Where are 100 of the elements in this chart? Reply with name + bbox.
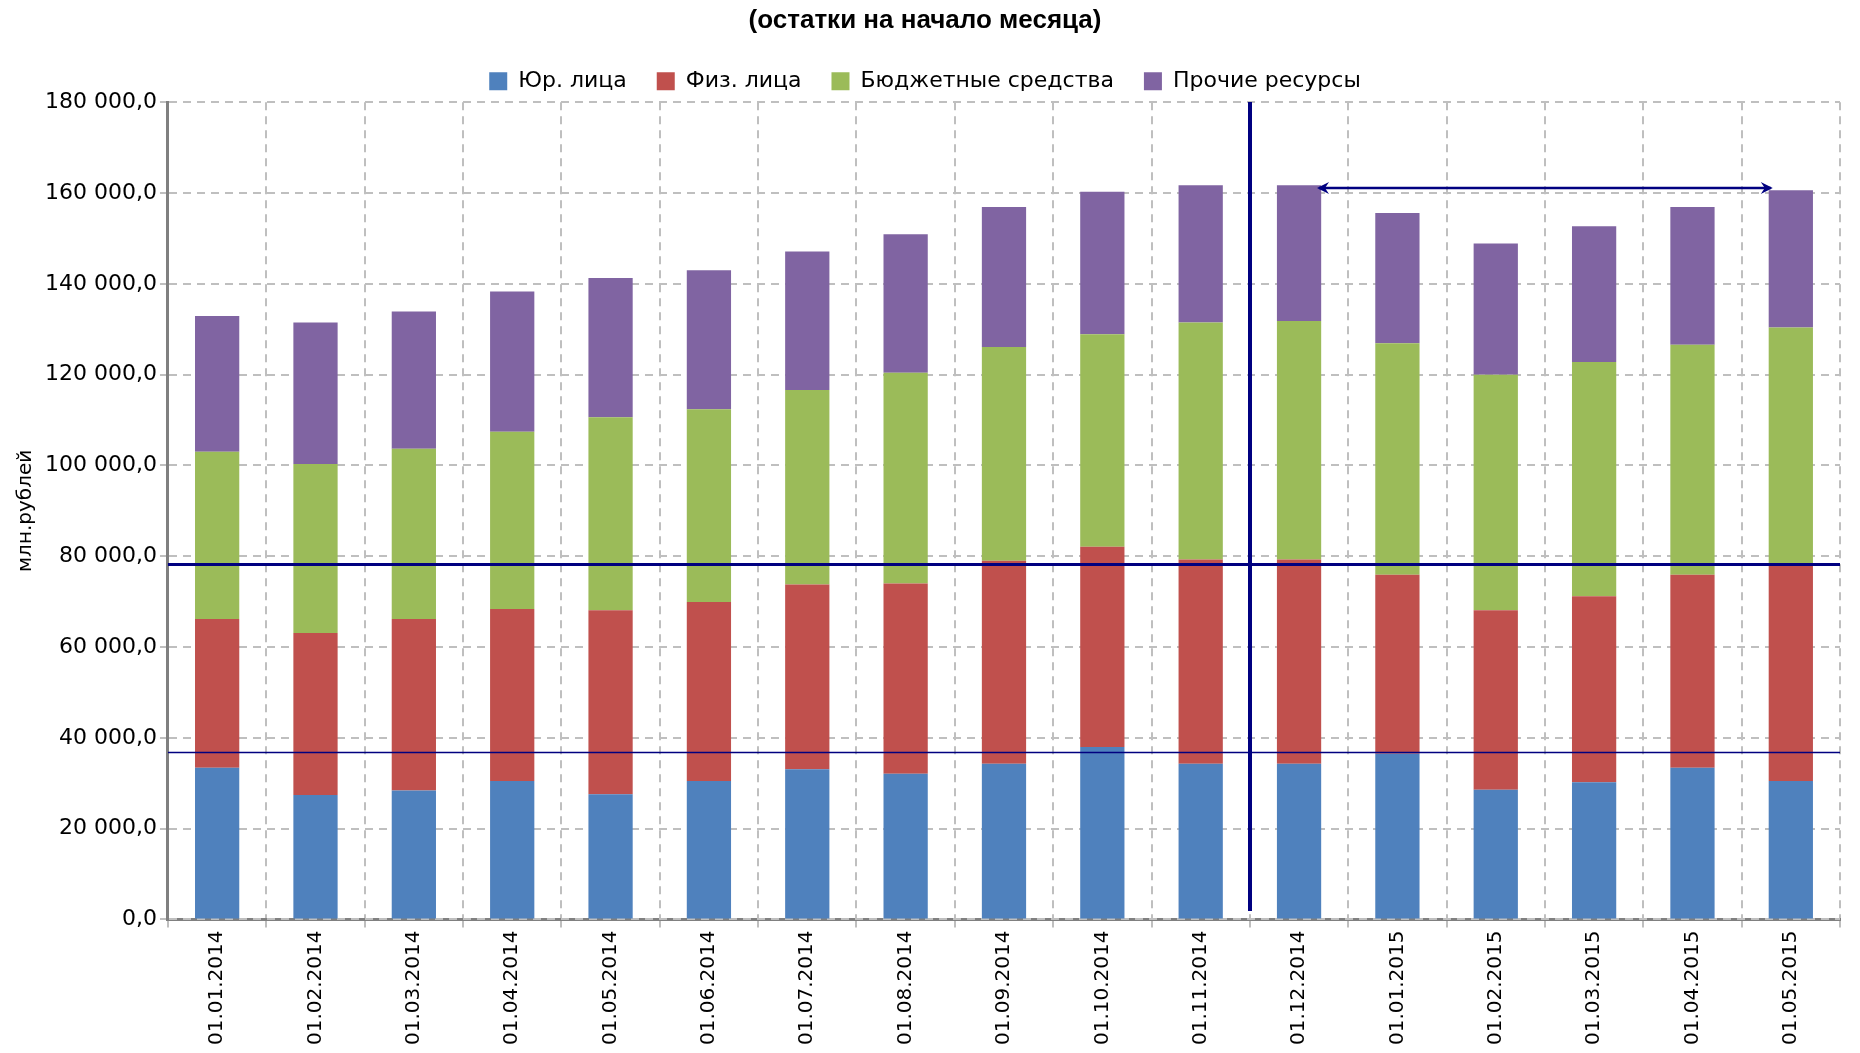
legend-label: Физ. лица — [685, 66, 802, 92]
bar — [195, 618, 240, 768]
bar — [1276, 321, 1322, 560]
bar — [785, 584, 830, 770]
bar — [686, 409, 732, 603]
bar — [195, 451, 240, 619]
bar — [1768, 327, 1813, 564]
bar — [1178, 322, 1223, 560]
x-tick-label: 01.04.2015 — [1678, 930, 1703, 1045]
legend-label: Прочие ресурсы — [1172, 66, 1361, 92]
bar — [981, 207, 1027, 347]
legend-label: Бюджетные средства — [860, 66, 1114, 92]
bar — [1375, 343, 1420, 575]
x-tick-label: 01.01.2014 — [203, 930, 228, 1045]
y-tick-label: 80 000,0 — [59, 541, 157, 567]
x-tick-label: 01.05.2015 — [1777, 930, 1802, 1045]
y-tick-label: 120 000,0 — [45, 360, 157, 386]
bar — [293, 795, 338, 919]
bar — [785, 251, 830, 391]
bar — [391, 448, 436, 619]
x-tick-label: 01.03.2015 — [1580, 930, 1605, 1045]
y-tick-label: 100 000,0 — [45, 451, 157, 477]
bar — [490, 608, 535, 781]
bar — [1473, 610, 1518, 790]
bar — [588, 417, 633, 611]
y-tick-label: 60 000,0 — [59, 632, 157, 658]
chart-title: (остатки на начало месяца) — [748, 3, 1102, 34]
y-tick-label: 160 000,0 — [45, 178, 157, 204]
bar — [588, 794, 633, 919]
y-tick-label: 20 000,0 — [59, 814, 157, 840]
bar — [883, 234, 928, 373]
bar — [588, 610, 633, 795]
x-tick-label: 01.06.2014 — [695, 930, 720, 1045]
y-tick-label: 0,0 — [121, 905, 157, 931]
bar — [195, 767, 240, 919]
bar — [588, 277, 633, 418]
x-tick-label: 01.04.2014 — [498, 930, 523, 1045]
bar — [981, 560, 1027, 764]
bar — [391, 311, 436, 449]
bar — [1080, 191, 1125, 335]
x-tick-label: 01.02.2015 — [1481, 930, 1506, 1045]
bar — [1178, 559, 1223, 764]
y-axis-title: млн.рублей — [12, 449, 37, 572]
bar — [490, 291, 535, 432]
bar — [195, 316, 240, 452]
x-tick-label: 01.11.2014 — [1186, 930, 1211, 1045]
bar — [1276, 559, 1322, 764]
bar — [981, 763, 1027, 919]
bar — [1276, 763, 1322, 919]
bar — [1670, 574, 1715, 768]
bar — [293, 464, 338, 633]
legend-label: Юр. лица — [518, 66, 627, 92]
bar — [1178, 763, 1223, 919]
bar — [1473, 243, 1518, 375]
y-tick-label: 140 000,0 — [45, 269, 157, 295]
bar — [1276, 185, 1322, 322]
bar — [1080, 746, 1125, 919]
bar — [1571, 596, 1617, 783]
bar — [785, 769, 830, 919]
bar — [883, 583, 928, 774]
bar — [391, 618, 436, 791]
bar — [1670, 767, 1715, 919]
bar — [883, 372, 928, 584]
bar — [391, 790, 436, 919]
bar — [1768, 781, 1813, 919]
y-tick-label: 180 000,0 — [45, 87, 157, 113]
bar — [293, 632, 338, 796]
bar — [1768, 563, 1813, 781]
x-tick-label: 01.08.2014 — [891, 930, 916, 1045]
bar — [981, 346, 1027, 561]
bar — [686, 270, 732, 410]
y-tick-label: 40 000,0 — [59, 723, 157, 749]
bar — [1473, 374, 1518, 611]
bar — [490, 781, 535, 919]
bar — [1670, 344, 1715, 575]
bar — [1571, 782, 1617, 919]
bar — [490, 431, 535, 609]
x-tick-label: 01.03.2014 — [400, 930, 425, 1045]
x-tick-label: 01.09.2014 — [990, 930, 1015, 1045]
x-tick-label: 01.12.2014 — [1285, 930, 1310, 1045]
x-tick-label: 01.02.2014 — [301, 930, 326, 1045]
x-tick-label: 01.01.2015 — [1383, 930, 1408, 1045]
bar — [1768, 190, 1813, 328]
bar — [1571, 226, 1617, 362]
bar — [785, 390, 830, 585]
bar — [686, 781, 732, 919]
bar — [293, 322, 338, 465]
bar — [1080, 546, 1125, 747]
bar — [1375, 574, 1420, 754]
bar — [1375, 212, 1420, 344]
bar — [686, 602, 732, 781]
bar — [1178, 185, 1223, 323]
bar — [883, 773, 928, 919]
x-tick-label: 01.05.2014 — [596, 930, 621, 1045]
bar — [1670, 207, 1715, 345]
bar — [1080, 334, 1125, 547]
bar — [1473, 789, 1518, 919]
x-tick-label: 01.10.2014 — [1088, 930, 1113, 1045]
x-tick-label: 01.07.2014 — [793, 930, 818, 1045]
bar — [1375, 753, 1420, 919]
